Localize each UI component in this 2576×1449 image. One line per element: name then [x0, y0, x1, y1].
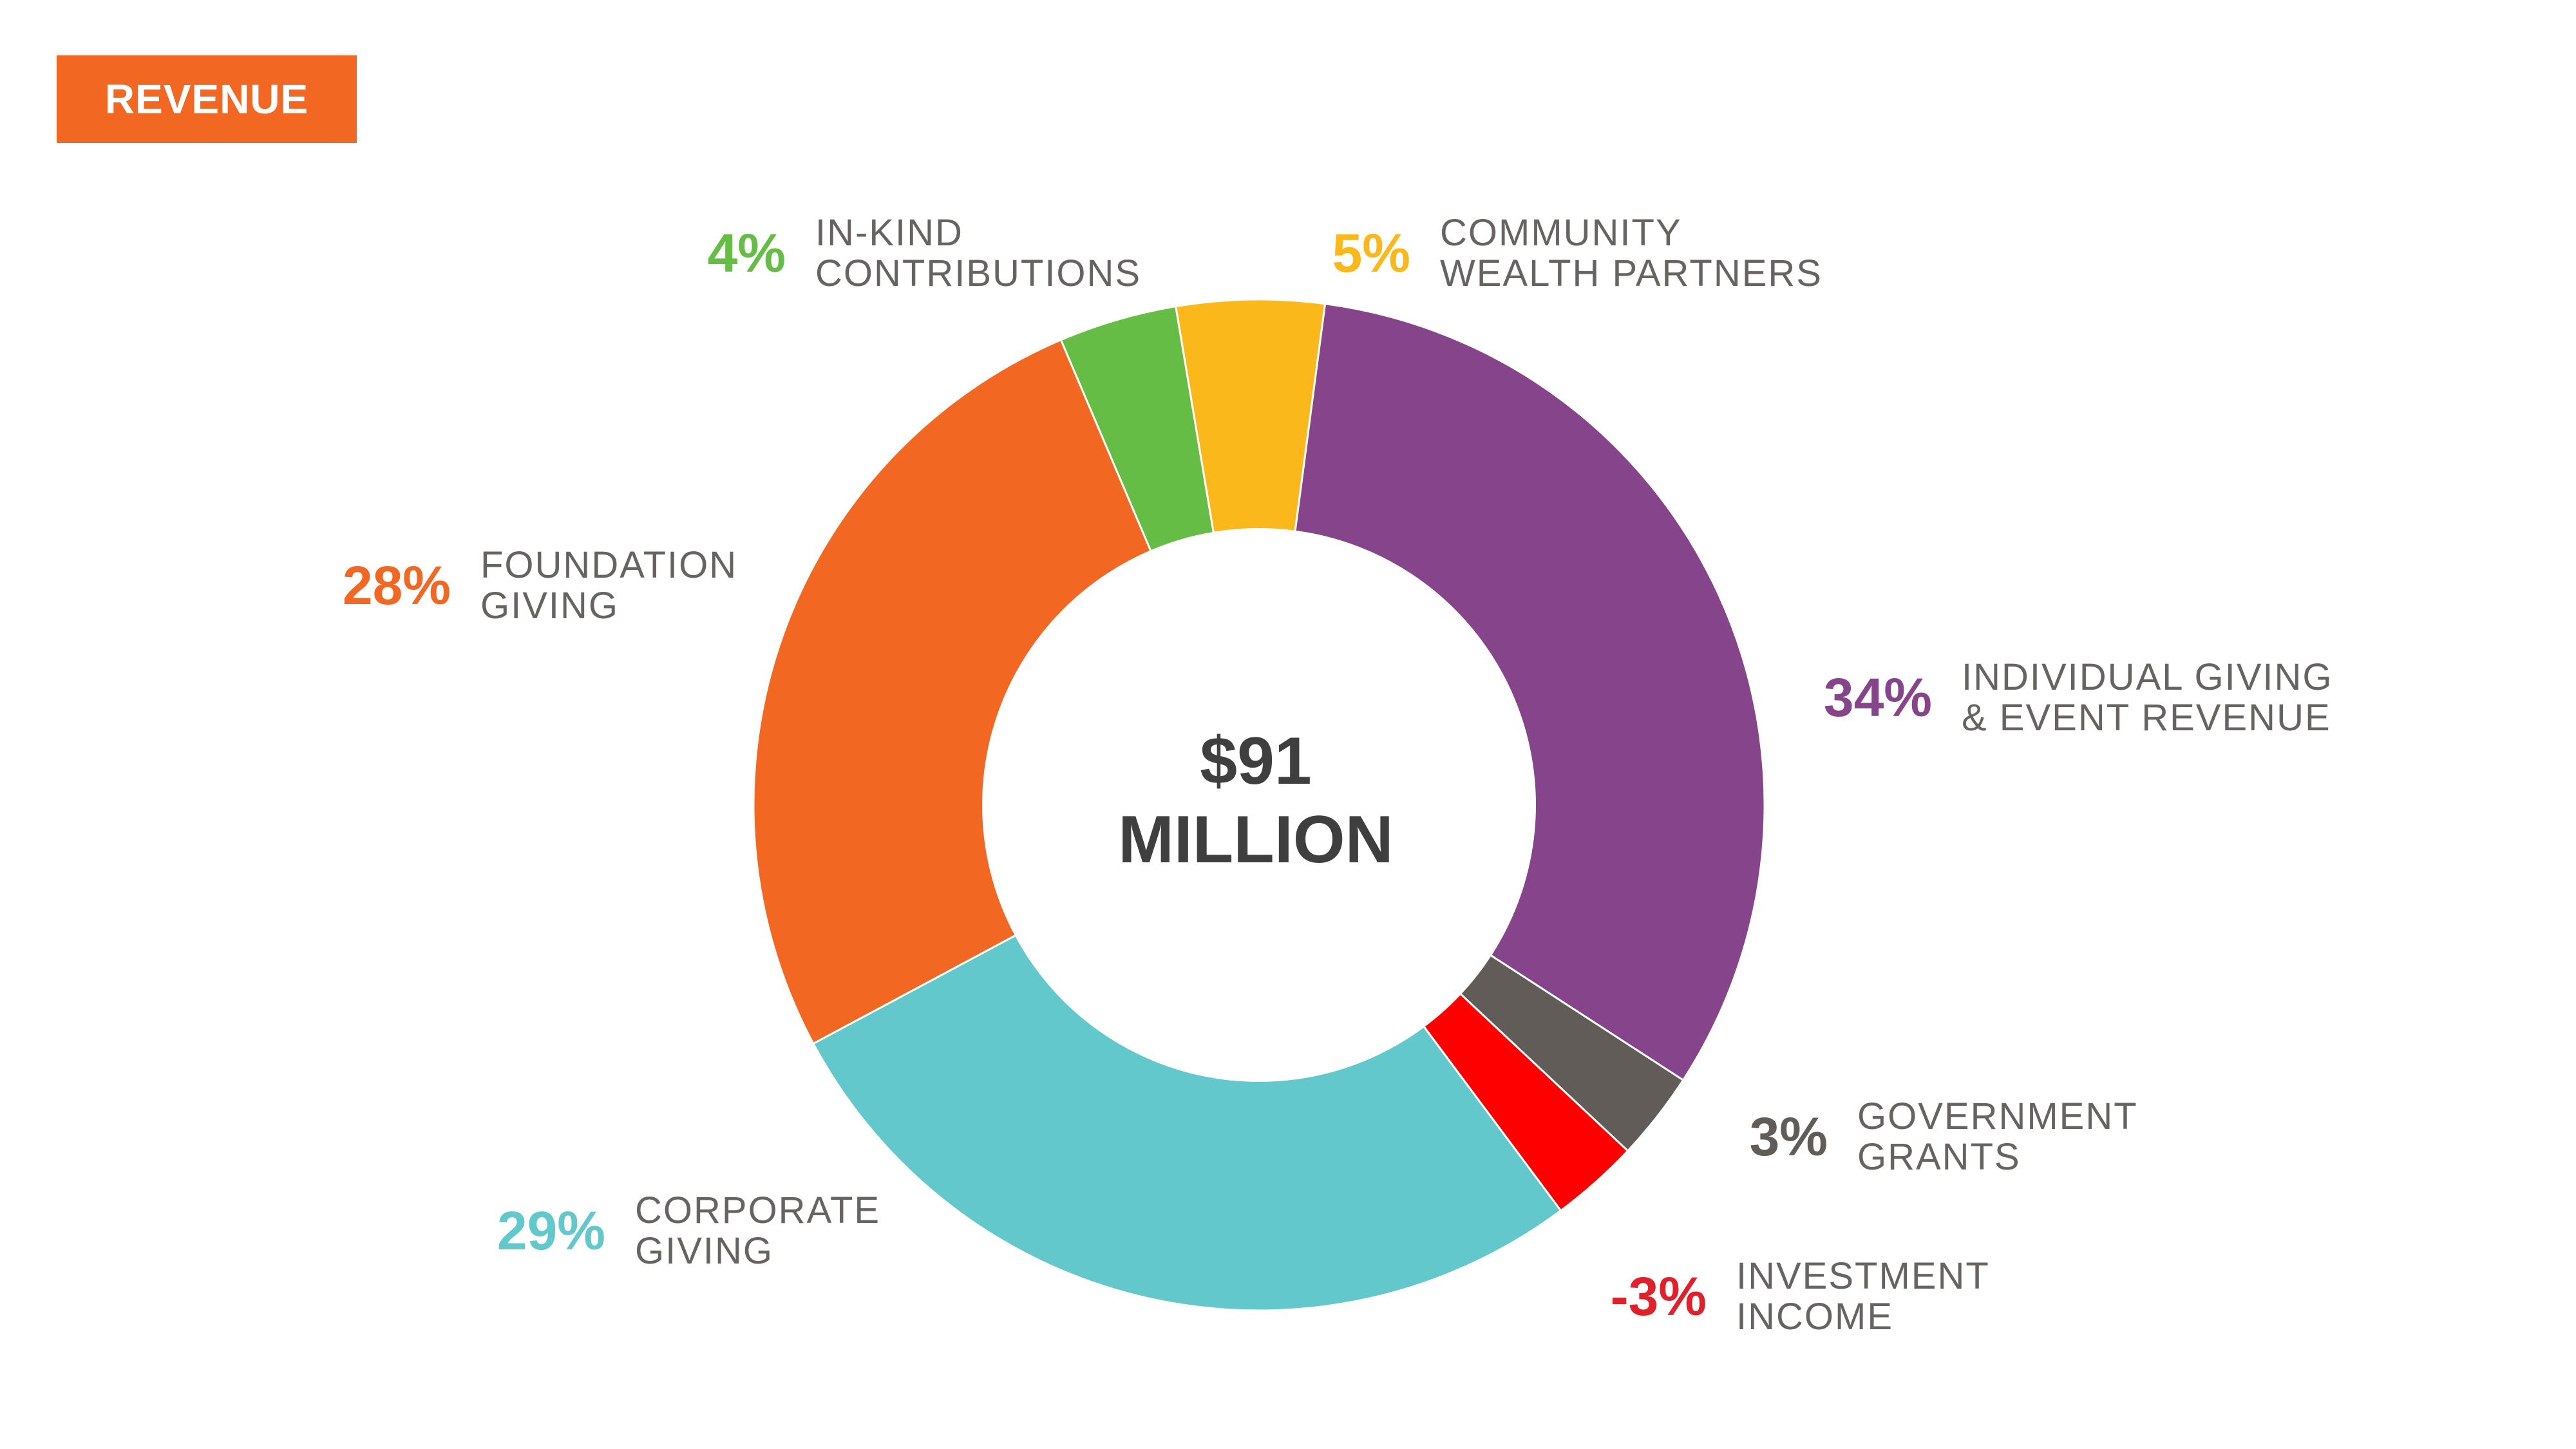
donut-hole	[982, 528, 1536, 1082]
slice-label-cwp: 5% COMMUNITY WEALTH PARTNERS	[1224, 213, 1823, 294]
slice-pct-corporate: 29%	[497, 1200, 605, 1261]
slice-label-foundation: 28% FOUNDATION GIVING	[232, 545, 737, 626]
slice-label-investment: -3% INVESTMENT INCOME	[1520, 1256, 1990, 1337]
slice-name-government: GOVERNMENT GRANTS	[1857, 1095, 2138, 1178]
total-unit: MILLION	[1118, 802, 1394, 877]
slice-name-investment: INVESTMENT INCOME	[1736, 1255, 1990, 1338]
slice-pct-government: 3%	[1749, 1106, 1828, 1167]
slice-name-inkind: IN-KIND CONTRIBUTIONS	[815, 212, 1142, 294]
slice-pct-inkind: 4%	[707, 223, 786, 283]
slice-label-corporate: 29% CORPORATE GIVING	[386, 1190, 880, 1271]
slice-name-foundation: FOUNDATION GIVING	[480, 544, 738, 627]
revenue-badge: REVENUE	[57, 55, 357, 143]
slice-label-government: 3% GOVERNMENT GRANTS	[1641, 1096, 2138, 1177]
slice-label-individual: 34% INDIVIDUAL GIVING & EVENT REVENUE	[1713, 657, 2333, 738]
slice-pct-cwp: 5%	[1332, 223, 1410, 283]
total-amount: $91	[1200, 724, 1312, 799]
slice-name-corporate: CORPORATE GIVING	[635, 1189, 881, 1272]
slice-pct-individual: 34%	[1823, 667, 1932, 728]
slice-pct-foundation: 28%	[342, 555, 451, 616]
slice-pct-investment: -3%	[1610, 1266, 1707, 1327]
slice-name-individual: INDIVIDUAL GIVING & EVENT REVENUE	[1962, 656, 2333, 739]
slice-label-inkind: 4% IN-KIND CONTRIBUTIONS	[599, 213, 1141, 294]
slice-name-cwp: COMMUNITY WEALTH PARTNERS	[1440, 212, 1823, 294]
